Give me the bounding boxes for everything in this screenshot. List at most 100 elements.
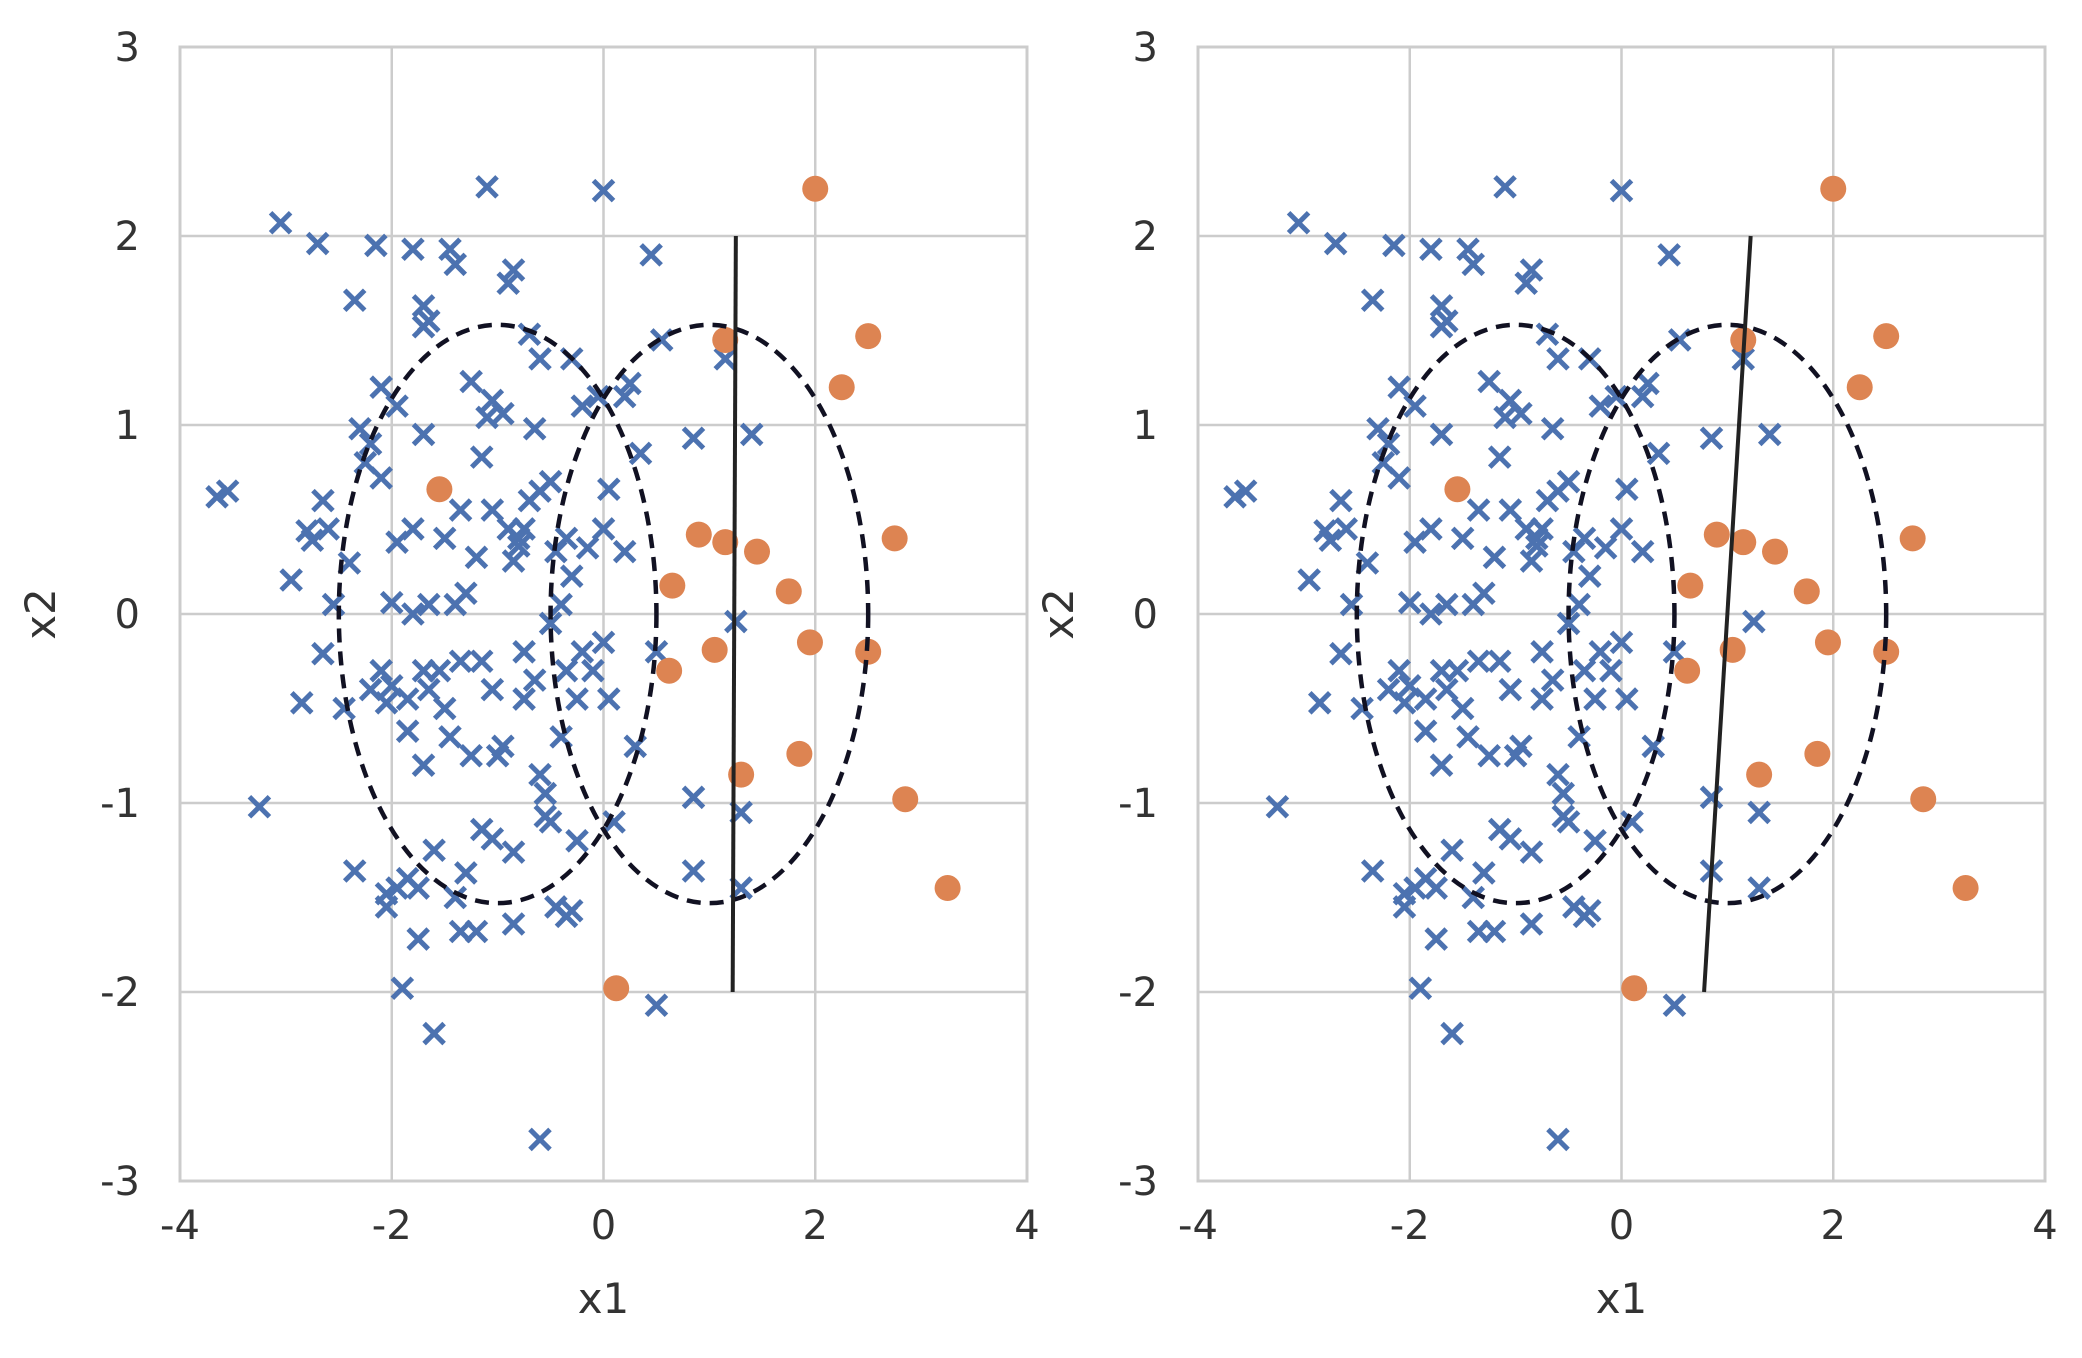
x-stroke [1419,237,1443,261]
x-tick-label: 2 [1821,1203,1846,1249]
x-stroke [1376,677,1401,702]
data-point-x [1588,394,1613,418]
x-stroke [1350,696,1374,721]
data-point-x [1546,1127,1570,1152]
data-point-x [1657,243,1681,267]
data-point-x [618,371,642,396]
x-stroke [517,322,542,347]
data-point-x [1450,696,1475,721]
plot-frame [178,45,1029,1183]
data-point-x [401,517,425,541]
x-stroke [475,405,499,430]
data-point-x [1297,568,1321,592]
x-stroke [358,432,383,456]
data-point-x [1233,479,1258,503]
data-point-x [1519,549,1544,573]
data-point-circle [1804,740,1831,767]
x-stroke [1435,309,1459,333]
x-stroke [1424,876,1448,900]
x-stroke [1461,885,1486,910]
x-stroke [1636,371,1660,396]
data-point-x [406,927,430,951]
x-stroke [300,528,325,553]
data-point-x [597,477,621,502]
x-stroke [369,658,393,683]
data-point-circle [1762,538,1789,565]
x-tick-label: -2 [1390,1203,1430,1249]
series-2 [1444,175,1979,1002]
x-stroke [602,810,626,834]
y-tick-label: 1 [1133,403,1158,449]
x-stroke [1509,401,1533,426]
x-stroke [1525,534,1549,558]
y-tick-label: -2 [100,970,140,1016]
data-point-x [469,445,494,469]
x-stroke [628,441,653,466]
data-point-x [215,479,240,503]
data-point-x [512,687,536,711]
data-point-x [517,322,542,347]
x-stroke [565,829,589,853]
x-stroke [1419,517,1443,541]
data-point-x [1525,534,1549,558]
data-point-x [1630,384,1655,409]
data-point-x [480,677,505,702]
data-point-x [1747,876,1771,900]
data-point-x [459,743,483,768]
x-stroke [1482,545,1507,570]
data-point-x [311,488,335,513]
x-stroke [464,545,489,570]
data-point-x [279,568,303,592]
chart-panel-1: -4 -2 0 2 4 -3 -2 -1 0 1 2 3 x1 x2 [16,25,1040,1323]
decision-boundary-line [730,235,738,993]
x-stroke [591,517,616,541]
data-point-x [1662,640,1687,664]
data-point-x [311,641,335,666]
data-point-x [1456,237,1480,261]
x-stroke [1461,252,1486,277]
x-stroke [1514,271,1538,296]
x-stroke [591,178,616,203]
data-point-x [586,384,610,409]
x-stroke [305,231,330,256]
y-tick-label: 3 [115,25,140,71]
data-point-x [247,795,272,819]
data-point-x [1556,469,1581,494]
x-stroke [1567,725,1591,749]
x-stroke [1413,687,1438,711]
x-stroke [581,658,605,683]
x-stroke [395,687,420,711]
x-stroke [586,384,610,409]
data-point-x [1350,696,1374,721]
x-stroke [1620,810,1644,834]
data-point-circle [1873,638,1900,665]
data-point-x [385,394,409,418]
data-point-x [565,829,589,853]
data-point-x [1577,898,1602,923]
x-stroke [448,498,473,522]
x-stroke [1646,441,1671,466]
data-point-circle [1814,629,1841,656]
x-stroke [1519,258,1544,282]
x-stroke [491,401,515,426]
data-point-circle [685,521,712,548]
data-point-x [1392,691,1417,715]
x-stroke [549,725,573,749]
x-stroke [1588,394,1613,418]
data-point-x [1546,347,1570,371]
x-stroke [1615,687,1639,711]
data-point-x [1593,536,1618,560]
data-point-x [1424,876,1448,900]
x-stroke [1535,322,1560,347]
data-point-x [597,687,621,711]
x-stroke [1530,517,1554,541]
data-point-x [454,861,478,885]
data-point-x [369,658,393,683]
x-stroke [522,417,547,441]
data-point-x [1630,539,1655,564]
data-point-x [1329,641,1353,666]
data-point-x [1472,581,1496,605]
x-stroke [1286,211,1311,235]
x-stroke [1487,445,1512,469]
x-tick-label: 0 [591,1203,616,1249]
